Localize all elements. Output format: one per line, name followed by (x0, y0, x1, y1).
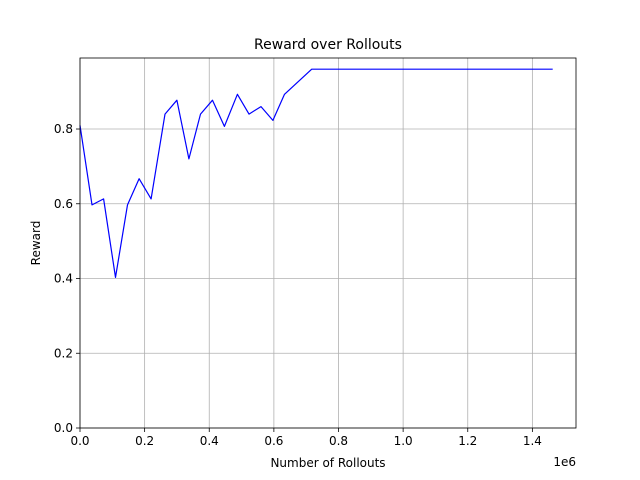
y-tick-label: 0.8 (54, 122, 73, 136)
x-tick-label: 1.2 (458, 434, 477, 448)
x-tick-label: 0.6 (264, 434, 283, 448)
x-tick-label: 0.4 (200, 434, 219, 448)
x-tick-label: 0.0 (70, 434, 89, 448)
y-tick-label: 0.2 (54, 346, 73, 360)
chart-title: Reward over Rollouts (254, 37, 402, 53)
reward-line (79, 68, 553, 278)
y-tick-label: 0.6 (54, 197, 73, 211)
x-tick-label: 1.4 (523, 434, 542, 448)
y-axis-label: Reward (29, 221, 43, 266)
plot-frame (79, 57, 577, 429)
axis-ticks: 0.0 0.2 0.4 0.6 0.8 1.0 1.2 1.4 0.0 0.2 0.4 0.6 0.8 (54, 122, 542, 448)
x-tick-label: 1.0 (394, 434, 413, 448)
x-tick-label: 0.8 (329, 434, 348, 448)
series-layer (79, 68, 553, 278)
x-offset-text: 1e6 (553, 455, 576, 469)
x-axis-label: Number of Rollouts (270, 456, 385, 470)
y-tick-label: 0.0 (54, 421, 73, 435)
y-tick-label: 0.4 (54, 272, 73, 286)
grid-lines (79, 58, 576, 429)
x-tick-label: 0.2 (135, 434, 154, 448)
